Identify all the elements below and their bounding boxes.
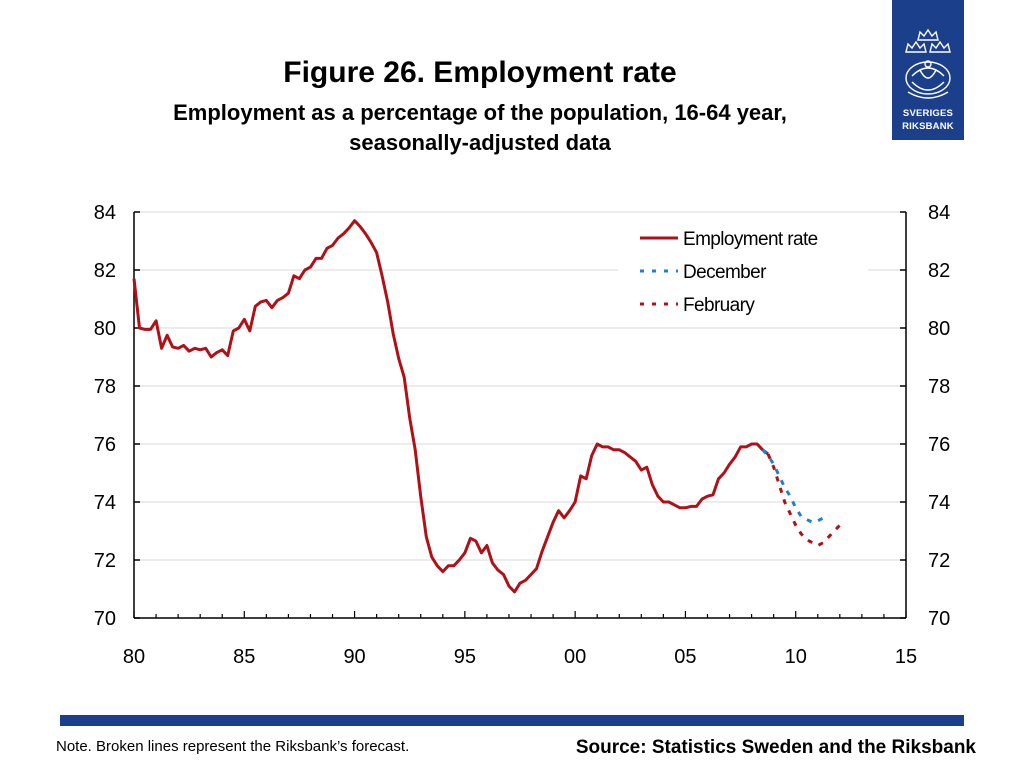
y-tick-label-right: 74 [928, 492, 950, 514]
legend-label: Employment rate [683, 229, 818, 250]
x-tick-label: 95 [454, 646, 476, 668]
chart-subtitle: Employment as a percentage of the popula… [90, 98, 870, 158]
x-tick-label: 05 [674, 646, 696, 668]
y-tick-label-right: 84 [928, 202, 950, 224]
y-tick-label-left: 70 [94, 608, 116, 630]
riksbank-crest-icon [905, 28, 951, 99]
x-tick-label: 15 [895, 646, 917, 668]
y-tick-label-left: 80 [94, 318, 116, 340]
y-tick-label-right: 76 [928, 434, 950, 456]
legend-label: February [683, 295, 755, 316]
y-tick-label-right: 70 [928, 608, 950, 630]
x-tick-label: 00 [564, 646, 586, 668]
y-tick-label-left: 76 [94, 434, 116, 456]
logo-text-line1: SVERIGES [902, 108, 954, 119]
y-tick-label-left: 82 [94, 260, 116, 282]
y-tick-label-right: 80 [928, 318, 950, 340]
series-line-employment-rate [132, 219, 770, 594]
y-tick-label-right: 72 [928, 550, 950, 572]
y-tick-label-right: 82 [928, 260, 950, 282]
y-tick-label-left: 78 [94, 376, 116, 398]
y-tick-label-right: 78 [928, 376, 950, 398]
legend-label: December [683, 262, 767, 283]
logo-text-line2: RIKSBANK [902, 121, 954, 132]
y-tick-label-left: 72 [94, 550, 116, 572]
riksbank-logo: SVERIGES RIKSBANK [892, 0, 964, 140]
y-tick-label-left: 84 [94, 202, 116, 224]
x-tick-label: 80 [123, 646, 145, 668]
employment-rate-chart: 70 70 72 72 74 74 76 76 78 78 80 80 82 82 84 84 80 85 90 95… [94, 202, 951, 668]
x-tick-label: 85 [233, 646, 255, 668]
series-line-december [761, 448, 830, 524]
subtitle-line-1: Employment as a percentage of the popula… [173, 100, 787, 125]
chart-title: Figure 26. Employment rate [283, 56, 677, 89]
x-tick-label: 90 [343, 646, 365, 668]
footer-bar [60, 715, 964, 726]
x-tick-label: 10 [785, 646, 807, 668]
subtitle-line-2: seasonally-adjusted data [349, 130, 611, 155]
source-text: Source: Statistics Sweden and the Riksba… [575, 737, 976, 758]
footnote: Note. Broken lines represent the Riksban… [56, 738, 410, 755]
series-line-february [766, 453, 841, 547]
y-tick-label-left: 74 [94, 492, 116, 514]
